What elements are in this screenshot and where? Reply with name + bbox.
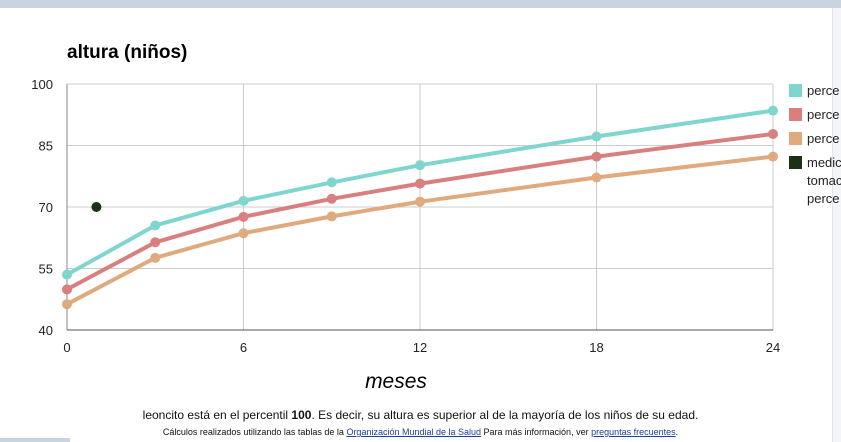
note-mid: Para más información, ver bbox=[481, 427, 592, 437]
y-tick-label: 55 bbox=[39, 262, 53, 277]
series-point[interactable] bbox=[238, 228, 249, 239]
note-suffix: . bbox=[675, 427, 679, 437]
legend-swatch bbox=[789, 108, 802, 121]
series-point[interactable] bbox=[326, 193, 337, 204]
series-point[interactable] bbox=[326, 177, 337, 188]
legend-label: perce bbox=[807, 191, 840, 206]
legend-label: perce bbox=[807, 131, 840, 146]
series-point[interactable] bbox=[326, 211, 337, 222]
measurement-point[interactable] bbox=[91, 202, 102, 212]
note-prefix: Cálculos realizados utilizando las tabla… bbox=[162, 427, 347, 437]
bottom-band bbox=[0, 438, 70, 442]
legend-label: perce bbox=[807, 83, 840, 98]
x-tick-label: 6 bbox=[240, 340, 247, 355]
series-point[interactable] bbox=[238, 211, 249, 222]
y-tick-label: 70 bbox=[39, 200, 53, 215]
series-point[interactable] bbox=[150, 252, 161, 263]
faq-link[interactable]: preguntas frecuentes bbox=[591, 427, 676, 437]
series-point[interactable] bbox=[591, 172, 602, 183]
series-point[interactable] bbox=[768, 105, 778, 116]
caption-suffix: . Es decir, su altura es superior al de … bbox=[311, 408, 699, 422]
legend-label: medic bbox=[807, 155, 841, 170]
x-tick-label: 18 bbox=[589, 340, 603, 355]
x-tick-label: 12 bbox=[413, 340, 427, 355]
scrollbar[interactable] bbox=[832, 8, 841, 442]
legend-swatch bbox=[789, 156, 802, 169]
series-point[interactable] bbox=[238, 195, 249, 206]
series-point[interactable] bbox=[415, 196, 425, 207]
series-point[interactable] bbox=[591, 131, 602, 142]
caption-prefix: leoncito está en el percentil bbox=[142, 408, 292, 422]
legend-label: tomac bbox=[807, 173, 841, 188]
x-axis-title: meses bbox=[365, 370, 427, 393]
series-point[interactable] bbox=[62, 299, 72, 310]
percentile-caption: leoncito está en el percentil 100. Es de… bbox=[0, 408, 841, 422]
series-point[interactable] bbox=[150, 220, 161, 231]
legend-label: perce bbox=[807, 107, 840, 122]
calculation-note: Cálculos realizados utilizando las tabla… bbox=[0, 427, 841, 437]
y-tick-label: 40 bbox=[39, 323, 53, 338]
y-tick-label: 85 bbox=[39, 139, 53, 154]
series-point[interactable] bbox=[150, 237, 161, 248]
height-chart: altura (niños) 40 55 70 85 100 0 6 12 18 24 meses pe… bbox=[31, 42, 841, 393]
series-point[interactable] bbox=[62, 284, 72, 295]
caption-percentile: 100 bbox=[291, 408, 312, 422]
top-band bbox=[0, 0, 841, 8]
x-tick-label: 24 bbox=[766, 340, 780, 355]
who-link[interactable]: Organización Mundial de la Salud bbox=[346, 427, 482, 437]
x-tick-label: 0 bbox=[63, 340, 70, 355]
series-point[interactable] bbox=[415, 178, 425, 189]
series-point[interactable] bbox=[62, 269, 72, 280]
series-point[interactable] bbox=[591, 151, 602, 162]
legend-swatch bbox=[789, 84, 802, 97]
chart-title: altura (niños) bbox=[67, 42, 187, 63]
legend-swatch bbox=[789, 132, 802, 145]
series-point[interactable] bbox=[415, 160, 425, 171]
series-point[interactable] bbox=[768, 151, 778, 162]
series-point[interactable] bbox=[768, 129, 778, 140]
y-tick-label: 100 bbox=[31, 77, 53, 92]
